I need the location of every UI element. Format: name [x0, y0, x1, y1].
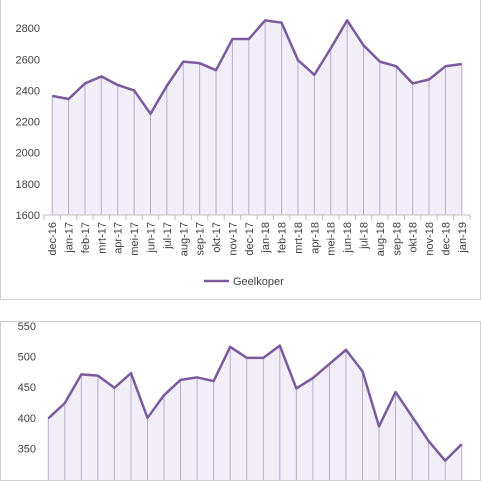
y-tick-label: 2600 — [16, 54, 40, 66]
legend-label: Geelkoper — [233, 276, 284, 288]
x-tick-label: sep-17 — [195, 222, 207, 256]
x-tick-label: jan-17 — [64, 222, 76, 254]
x-tick-label: jun-18 — [342, 222, 354, 254]
x-tick-label: nov-17 — [227, 222, 239, 256]
x-tick-label: jul-18 — [359, 222, 371, 250]
y-tick-label: 2200 — [16, 117, 40, 129]
x-tick-label: jun-17 — [146, 222, 158, 254]
y-tick-label: 500 — [18, 352, 36, 364]
top-plot: 1600 1800 2000 2200 2400 2600 2800 dec-16 jan-17… — [16, 19, 471, 256]
y-tick-label: 2000 — [16, 148, 40, 160]
y-tick-label: 2400 — [16, 85, 40, 97]
series-line — [51, 19, 462, 116]
y-tick-label: 550 — [18, 321, 36, 333]
area-fill — [48, 345, 462, 480]
x-tick-label: aug-18 — [375, 222, 387, 256]
area-fill — [52, 20, 462, 215]
x-tick-label: aug-17 — [178, 222, 190, 256]
x-tick-label: okt-17 — [211, 222, 223, 253]
y-tick-label: 2800 — [16, 23, 40, 35]
y-tick-label: 450 — [18, 382, 36, 394]
y-tick-label: 350 — [18, 443, 36, 455]
x-tick-label: apr-18 — [309, 222, 321, 254]
x-tick-label: apr-17 — [113, 222, 125, 254]
x-tick-label: mrt-17 — [96, 222, 108, 254]
y-tick-label: 400 — [18, 413, 36, 425]
x-tick-label: sep-18 — [391, 222, 403, 256]
x-tick-label: feb-18 — [277, 222, 289, 253]
series-line — [47, 344, 463, 462]
y-tick-label: 1600 — [16, 210, 40, 222]
y-tick-label: 1800 — [16, 179, 40, 191]
x-tick-label: dec-18 — [440, 222, 452, 256]
x-tick-label: feb-17 — [80, 222, 92, 253]
legend: Geelkoper — [204, 276, 284, 288]
x-tick-label: mei-17 — [129, 222, 141, 256]
x-tick-label: jul-17 — [162, 222, 174, 250]
x-tick-label: jan-18 — [260, 222, 272, 254]
x-tick-label: nov-18 — [424, 222, 436, 256]
bottom-plot: 350 400 450 500 550 — [18, 321, 463, 480]
x-tick-label: mrt-18 — [293, 222, 305, 254]
x-tick-label: dec-17 — [244, 222, 256, 256]
x-tick-label: okt-18 — [408, 222, 420, 253]
x-tick-label: mei-18 — [326, 222, 338, 256]
x-tick-label: dec-16 — [47, 222, 59, 256]
x-tick-label: jan-19 — [457, 222, 469, 254]
